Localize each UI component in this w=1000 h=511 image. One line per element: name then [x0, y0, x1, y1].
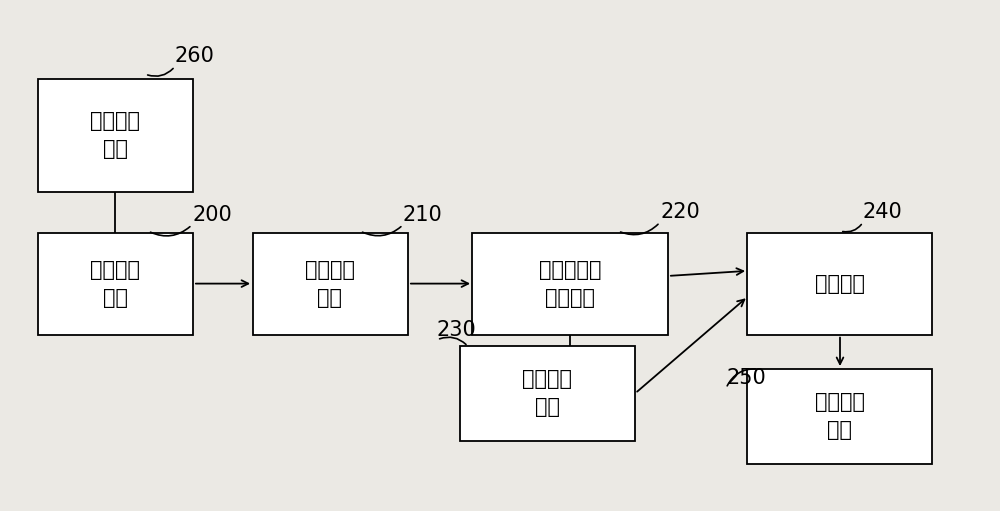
- Text: 220: 220: [660, 202, 700, 222]
- Text: 设定周期
模块: 设定周期 模块: [90, 111, 140, 159]
- Bar: [747, 233, 932, 335]
- Text: 200: 200: [192, 205, 232, 225]
- Bar: [38, 233, 192, 335]
- Text: 210: 210: [403, 205, 443, 225]
- Text: 故障预警
模块: 故障预警 模块: [815, 392, 865, 440]
- Text: 获取电流
模块: 获取电流 模块: [522, 369, 572, 417]
- Bar: [747, 369, 932, 464]
- Text: 抱闸驱动
模块: 抱闸驱动 模块: [90, 260, 140, 308]
- Bar: [252, 233, 408, 335]
- Text: 计算模块: 计算模块: [815, 273, 865, 294]
- Bar: [472, 233, 668, 335]
- Text: 230: 230: [437, 320, 477, 340]
- Bar: [38, 79, 192, 192]
- Text: 施加力矩
模块: 施加力矩 模块: [305, 260, 355, 308]
- Text: 260: 260: [175, 47, 215, 66]
- Text: 编码器脉冲
采集模块: 编码器脉冲 采集模块: [539, 260, 601, 308]
- Text: 240: 240: [863, 202, 903, 222]
- Bar: [460, 346, 635, 440]
- Text: 250: 250: [726, 368, 766, 388]
